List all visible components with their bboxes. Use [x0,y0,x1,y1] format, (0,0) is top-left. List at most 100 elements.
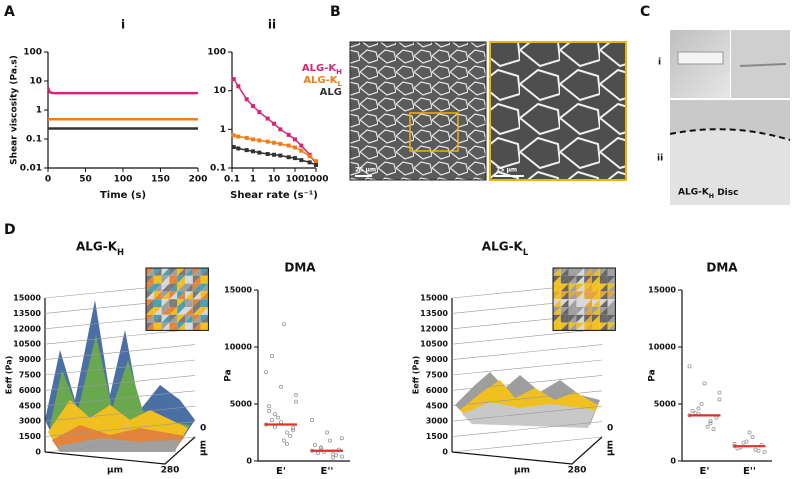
y-tick-label: 15000 [648,286,676,295]
heatmap-cell [169,299,178,307]
heatmap-cell [200,291,209,300]
z-axis-label: Eeff (Pa) [5,356,14,395]
heatmap-cell [185,322,193,331]
heatmap-cell [177,283,185,292]
heatmap-cell [146,322,154,331]
heatmap-cell [192,268,201,276]
heatmap-cell [185,314,193,323]
heatmap-cell [553,283,561,292]
heatmap-cell [192,299,201,307]
floor [451,436,603,465]
z-tick-label: 15000 [420,294,448,303]
chart-title: i [121,18,125,32]
heatmap-cell [568,322,577,331]
heatmap-cell [146,322,154,331]
x-tick-label: 150 [151,175,170,185]
x-axis-label: μm [107,466,123,476]
heatmap-cell [177,275,185,284]
zoom-box [409,112,459,152]
heatmap-cell [560,322,569,331]
heatmap-cell [146,307,154,315]
point [290,428,295,433]
heatmap-cell [185,275,193,284]
y-tick-label: 0.1 [210,164,226,174]
heatmap-cell [553,268,561,276]
point [312,443,317,448]
y-tick-label: 0 [607,424,613,434]
heatmap-cell [584,314,592,323]
point [717,390,722,395]
point [711,427,716,432]
heatmap-cell [576,291,585,300]
heatmap-cell [185,299,193,307]
grid-line [44,328,196,345]
heatmap-cell [153,291,162,300]
heatmap-cell [553,283,561,292]
heatmap-cell [153,268,162,276]
heatmap-cell [177,291,185,300]
heatmap-cell [177,291,185,300]
point [699,401,704,406]
heatmap-cell [169,307,178,315]
heatmap-cell [592,283,600,292]
heatmap-cell [177,307,185,315]
heatmap-cell [169,299,178,307]
heatmap-cell [185,307,193,315]
heatmap-cell [568,275,577,284]
heatmap-inset [146,268,209,331]
heatmap-cell [592,307,600,315]
y-tick-label: 10000 [224,343,252,352]
heatmap-cell [599,314,608,323]
heatmap-cell [153,268,162,276]
heatmap-cell [560,268,569,276]
point [330,455,335,460]
heatmap-cell [192,283,201,292]
heatmap-cell [560,283,569,292]
heatmap-cell [177,314,185,323]
grid-line [451,359,603,376]
disc-label: ALG-KH Disc [678,188,738,200]
heatmap-cell [560,291,569,300]
panel-sublabel: ii [657,154,663,164]
heatmap-cell [161,283,170,292]
heatmap-cell [599,322,608,331]
point [747,430,752,435]
heatmap-cell [607,283,616,292]
heatmap-cell [177,283,185,292]
x-tick-label: E' [700,466,710,477]
point [690,408,695,413]
point [287,433,292,438]
heatmap-cell [553,322,561,331]
heatmap-cell [169,314,178,323]
grid-line [451,328,603,345]
y-tick-label: 280 [568,466,587,476]
heatmap-cell [177,268,185,276]
heatmap-cell [192,299,201,307]
heatmap-cell [192,314,201,323]
heatmap-cell [576,291,585,300]
panel-label: A [4,4,15,20]
point [309,417,314,422]
heatmap-cell [607,291,616,300]
point [717,397,722,402]
heatmap-cell [568,314,577,323]
heatmap-cell [146,275,154,284]
heatmap-cell [153,275,162,284]
heatmap-cell [177,268,185,276]
y-tick-label: 15000 [224,286,252,295]
grid-line [451,375,603,391]
heatmap-cell [153,299,162,307]
z-tick-label: 3000 [19,417,42,426]
heatmap-cell [599,291,608,300]
heatmap-cell [153,322,162,331]
series-line [46,87,198,95]
x-tick-label: 0.1 [224,175,240,185]
heatmap-cell [200,299,209,307]
y-tick-label: 0 [670,457,676,466]
heatmap-cell [568,291,577,300]
heatmap-cell [192,307,201,315]
heatmap-cell [576,275,585,284]
heatmap-cell [568,268,577,276]
point [702,381,707,386]
